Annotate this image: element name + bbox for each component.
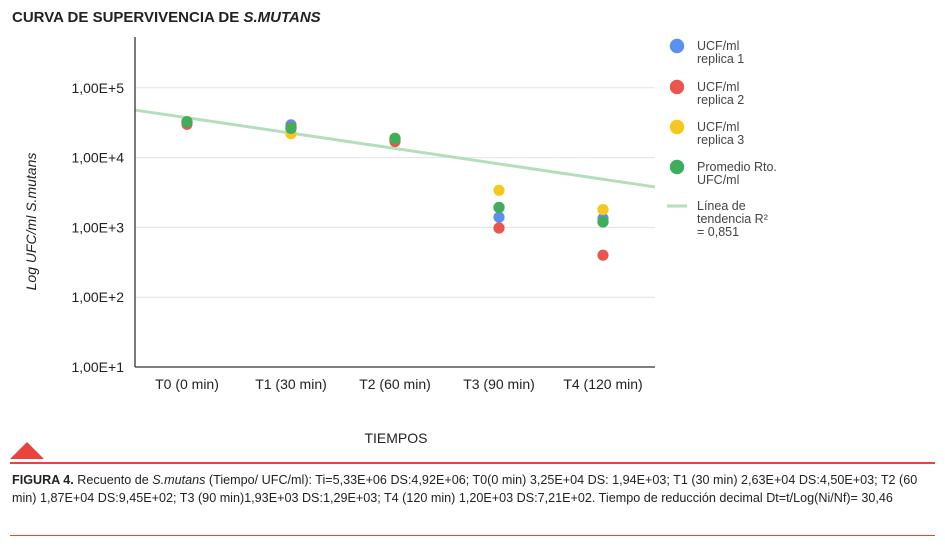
point-average-top-4 (597, 216, 609, 228)
point-average-top-1 (285, 122, 297, 134)
y-tick-label-2: 1,00E+3 (71, 219, 124, 235)
point-average-top-2 (389, 133, 401, 145)
trendline (134, 108, 656, 189)
caption-rule-top (10, 462, 935, 464)
legend-label-2-line-1: UCF/ml (697, 80, 739, 94)
legend-label-4-line-1: Promedio Rto. (697, 160, 777, 174)
chart-title: CURVA DE SUPERVIVENCIA DE S.MUTANS (12, 9, 321, 26)
point-average-top-3 (493, 201, 505, 214)
y-tick-label-4: 1,00E+5 (71, 80, 124, 96)
y-tick-label-0: 1,00E+1 (71, 359, 124, 375)
x-tick-label-2: T2 (60 min) (359, 376, 431, 392)
axis-layer: 1,00E+1 1,00E+2 1,00E+3 1,00E+4 1,00E+5 T0 (0… (23, 37, 655, 446)
legend-marker-2 (669, 79, 685, 95)
x-tick-label-3: T3 (90 min) (463, 376, 535, 392)
chart-title-organism: S.MUTANS (243, 9, 321, 26)
x-axis-label: TIEMPOS (364, 430, 427, 446)
legend-label-trendline-line-3: = 0,851 (697, 225, 739, 239)
legend-label-2-line-2: replica 2 (697, 93, 744, 107)
caption-label: FIGURA 4. (12, 473, 74, 487)
point-series2-4 (597, 249, 609, 261)
caption-organism: S.mutans (152, 473, 206, 487)
point-series2-3 (493, 222, 505, 234)
legend-label-1-line-2: replica 1 (697, 52, 744, 66)
legend-marker-3 (669, 119, 685, 135)
figure-caption: FIGURA 4. Recuento de S.mutans (Tiempo/ … (12, 472, 927, 507)
x-tick-label-4: T4 (120 min) (563, 376, 642, 392)
chart-title-prefix: CURVA DE SUPERVIVENCIA DE (12, 9, 244, 26)
points-layer (181, 115, 609, 261)
legend-label-4-line-2: UFC/ml (697, 173, 739, 187)
caption-marker-triangle (10, 442, 44, 459)
legend-label-trendline-line-2: tendencia R² (697, 212, 768, 226)
trend-layer (134, 108, 656, 189)
point-series3-3 (493, 184, 505, 196)
caption-text-2: (Tiempo/ UFC/ml): Ti=5,33E+06 DS:4,92E+0… (12, 473, 918, 505)
survival-chart: 1,00E+1 1,00E+2 1,00E+3 1,00E+4 1,00E+5 T0 (0… (23, 37, 777, 446)
y-axis-label: Log UFC/ml S.mutans (23, 153, 39, 291)
y-tick-label-1: 1,00E+2 (71, 289, 124, 305)
point-average-top-0 (181, 116, 193, 128)
caption-rule-bottom (10, 535, 935, 536)
point-series1-3 (493, 211, 505, 223)
grid-layer (135, 87, 655, 298)
legend-label-trendline-line-1: Línea de (697, 199, 746, 213)
legend-marker-1 (669, 38, 685, 54)
x-tick-label-0: T0 (0 min) (155, 376, 219, 392)
y-tick-label-3: 1,00E+4 (71, 150, 124, 166)
caption-text-1: Recuento de (73, 473, 153, 487)
x-tick-label-1: T1 (30 min) (255, 376, 327, 392)
legend-label-3-line-1: UCF/ml (697, 120, 739, 134)
legend-label-3-line-2: replica 3 (697, 133, 744, 147)
point-series3-4 (597, 203, 609, 216)
legend-marker-4 (669, 159, 685, 175)
legend-label-1-line-1: UCF/ml (697, 39, 739, 53)
